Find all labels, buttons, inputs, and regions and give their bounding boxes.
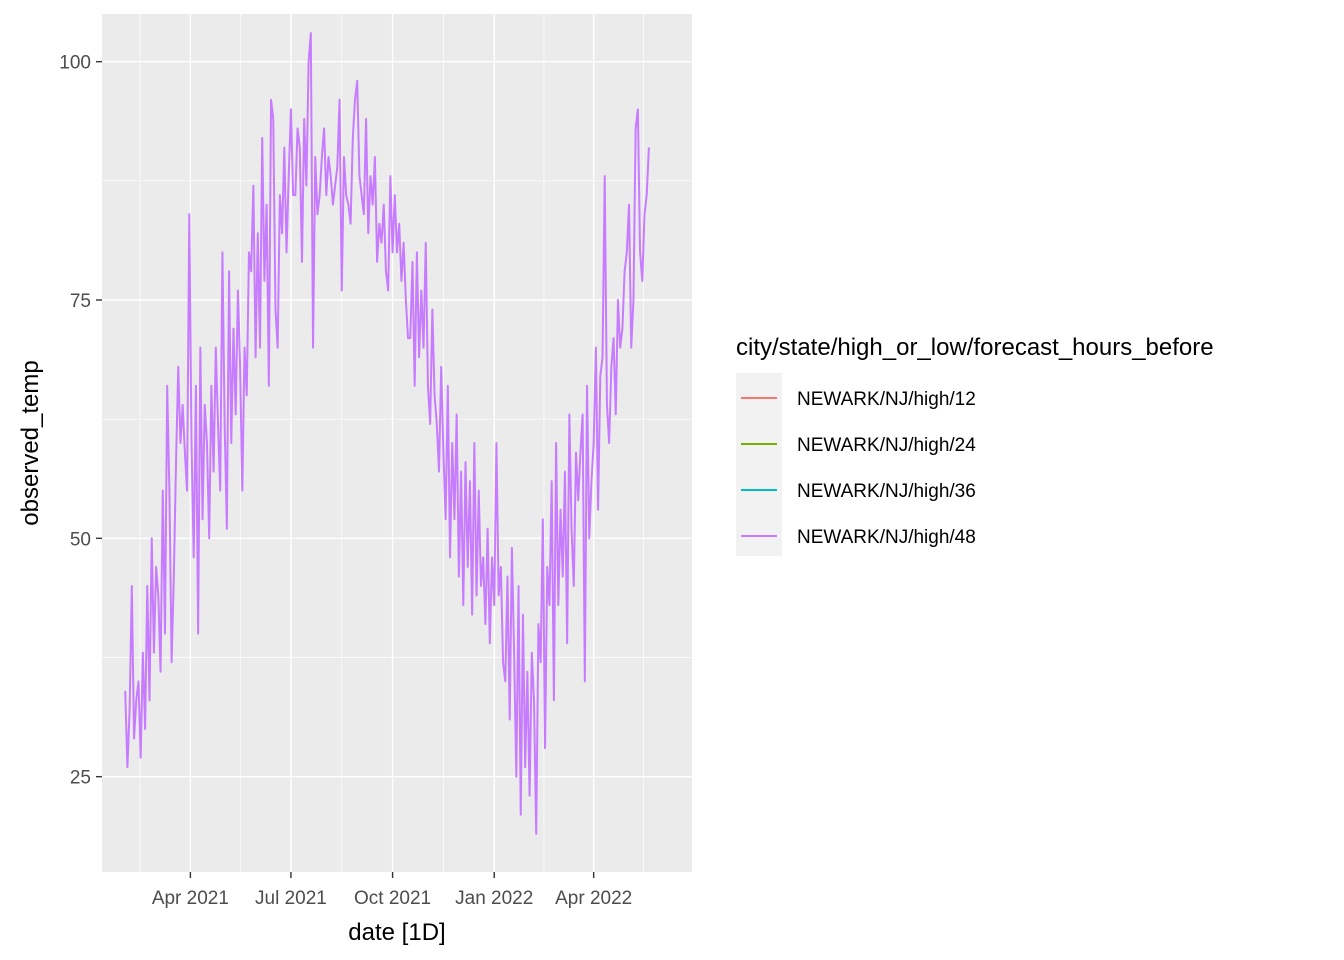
y-tick-label: 50	[70, 529, 91, 550]
y-tick-label: 25	[70, 768, 91, 789]
x-tick-label: Oct 2021	[354, 888, 431, 909]
x-tick-label: Jul 2021	[255, 888, 327, 909]
series-layer	[124, 32, 650, 835]
legend: city/state/high_or_low/forecast_hours_be…	[736, 334, 1214, 556]
legend-label: NEWARK/NJ/high/12	[797, 389, 976, 410]
legend-key-background	[736, 373, 782, 556]
grid-major	[102, 14, 692, 872]
y-axis: 25 50 75 100	[59, 53, 102, 789]
x-axis: Apr 2021 Jul 2021 Oct 2021 Jan 2022 Apr 2022	[152, 872, 632, 909]
series-line	[124, 32, 650, 835]
y-axis-title: observed_temp	[17, 360, 44, 525]
legend-title: city/state/high_or_low/forecast_hours_be…	[736, 334, 1214, 361]
legend-label: NEWARK/NJ/high/24	[797, 435, 976, 456]
legend-label: NEWARK/NJ/high/36	[797, 481, 976, 502]
x-tick-label: Jan 2022	[455, 888, 533, 909]
y-tick-label: 75	[70, 291, 91, 312]
legend-items: NEWARK/NJ/high/12 NEWARK/NJ/high/24 NEWARK…	[741, 389, 976, 548]
x-tick-label: Apr 2021	[152, 888, 229, 909]
grid-minor	[102, 14, 692, 872]
legend-label: NEWARK/NJ/high/48	[797, 527, 976, 548]
y-tick-label: 100	[59, 53, 91, 74]
x-tick-label: Apr 2022	[555, 888, 632, 909]
x-axis-title: date [1D]	[348, 919, 445, 946]
